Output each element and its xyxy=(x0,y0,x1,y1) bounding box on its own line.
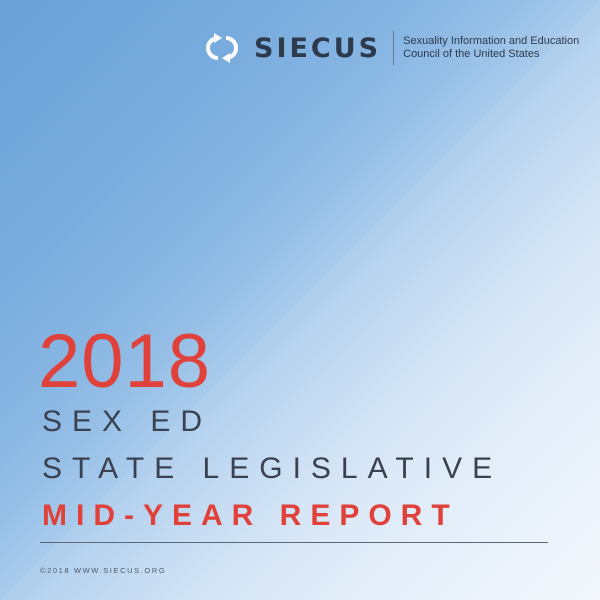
siecus-arrows-icon xyxy=(206,33,238,63)
logo-name: SIECUS xyxy=(254,32,382,64)
divider-rule xyxy=(40,542,548,543)
siecus-logo: SIECUS Sexuality Information and Educati… xyxy=(196,28,583,68)
title-line-mid-year-report: MID-YEAR REPORT xyxy=(42,499,459,532)
footer-copyright: ©2018 WWW.SIECUS.ORG xyxy=(40,566,167,575)
logo-tagline-line1: Sexuality Information and Education xyxy=(403,35,580,47)
title-line-state-legislative: STATE LEGISLATIVE xyxy=(42,452,503,485)
report-year: 2018 xyxy=(38,319,212,404)
logo-tagline: Sexuality Information and Education Coun… xyxy=(403,35,583,61)
logo-tagline-line2: Council of the United States xyxy=(403,48,540,60)
title-line-sex-ed: SEX ED xyxy=(42,405,213,438)
logo-divider xyxy=(393,31,395,65)
